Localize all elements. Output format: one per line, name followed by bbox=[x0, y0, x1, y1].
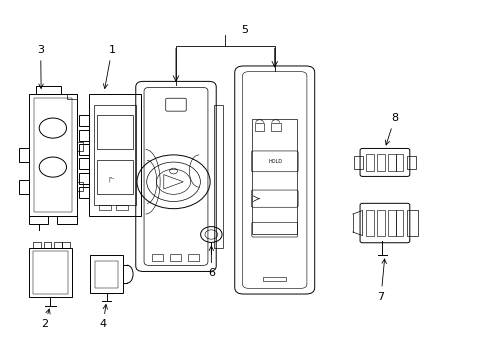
Bar bbox=[33, 251, 68, 294]
Bar bbox=[54, 242, 62, 248]
Bar bbox=[387, 211, 395, 235]
Bar bbox=[376, 154, 384, 171]
Bar bbox=[33, 242, 41, 248]
Bar bbox=[62, 242, 70, 248]
Bar bbox=[387, 154, 395, 171]
Bar bbox=[116, 205, 128, 211]
Bar bbox=[395, 211, 403, 235]
Bar bbox=[79, 130, 89, 140]
Bar bbox=[152, 254, 162, 261]
Bar bbox=[97, 160, 133, 194]
Text: 3: 3 bbox=[37, 45, 44, 89]
Bar bbox=[19, 180, 29, 194]
Text: 2: 2 bbox=[41, 309, 50, 329]
Bar bbox=[97, 115, 133, 149]
Bar bbox=[366, 211, 373, 235]
Bar bbox=[252, 119, 297, 234]
Bar bbox=[29, 216, 48, 224]
Bar bbox=[79, 173, 89, 184]
Bar bbox=[57, 216, 77, 224]
Bar bbox=[79, 158, 89, 169]
Bar bbox=[29, 248, 72, 297]
Text: 8: 8 bbox=[385, 113, 397, 145]
Bar bbox=[407, 211, 417, 235]
Bar bbox=[77, 182, 82, 191]
Bar bbox=[376, 211, 384, 235]
Bar bbox=[43, 242, 51, 248]
Text: |"⁴: |"⁴ bbox=[108, 176, 114, 182]
Bar bbox=[89, 94, 141, 216]
Bar bbox=[94, 105, 136, 205]
Bar bbox=[213, 105, 222, 248]
Text: 6: 6 bbox=[207, 246, 214, 278]
Bar bbox=[95, 261, 118, 288]
Text: 5: 5 bbox=[241, 26, 247, 35]
Bar bbox=[77, 142, 82, 151]
Bar bbox=[29, 94, 77, 216]
Bar bbox=[79, 116, 89, 126]
Bar bbox=[254, 123, 264, 131]
Bar bbox=[99, 205, 111, 211]
Bar bbox=[90, 255, 123, 293]
Bar bbox=[366, 154, 373, 171]
Bar bbox=[407, 156, 415, 169]
Bar bbox=[34, 98, 72, 212]
Bar bbox=[36, 86, 61, 94]
Bar bbox=[353, 156, 362, 169]
Bar bbox=[79, 144, 89, 155]
Bar bbox=[395, 154, 403, 171]
Bar bbox=[67, 94, 77, 99]
Bar bbox=[79, 187, 89, 198]
Bar bbox=[270, 123, 280, 131]
Text: 4: 4 bbox=[100, 305, 107, 329]
Text: 1: 1 bbox=[103, 45, 115, 89]
Bar bbox=[19, 148, 29, 162]
Bar bbox=[187, 254, 198, 261]
Bar bbox=[169, 254, 180, 261]
Text: HOLD: HOLD bbox=[268, 159, 282, 164]
Bar bbox=[263, 277, 286, 281]
Text: 7: 7 bbox=[377, 259, 386, 302]
